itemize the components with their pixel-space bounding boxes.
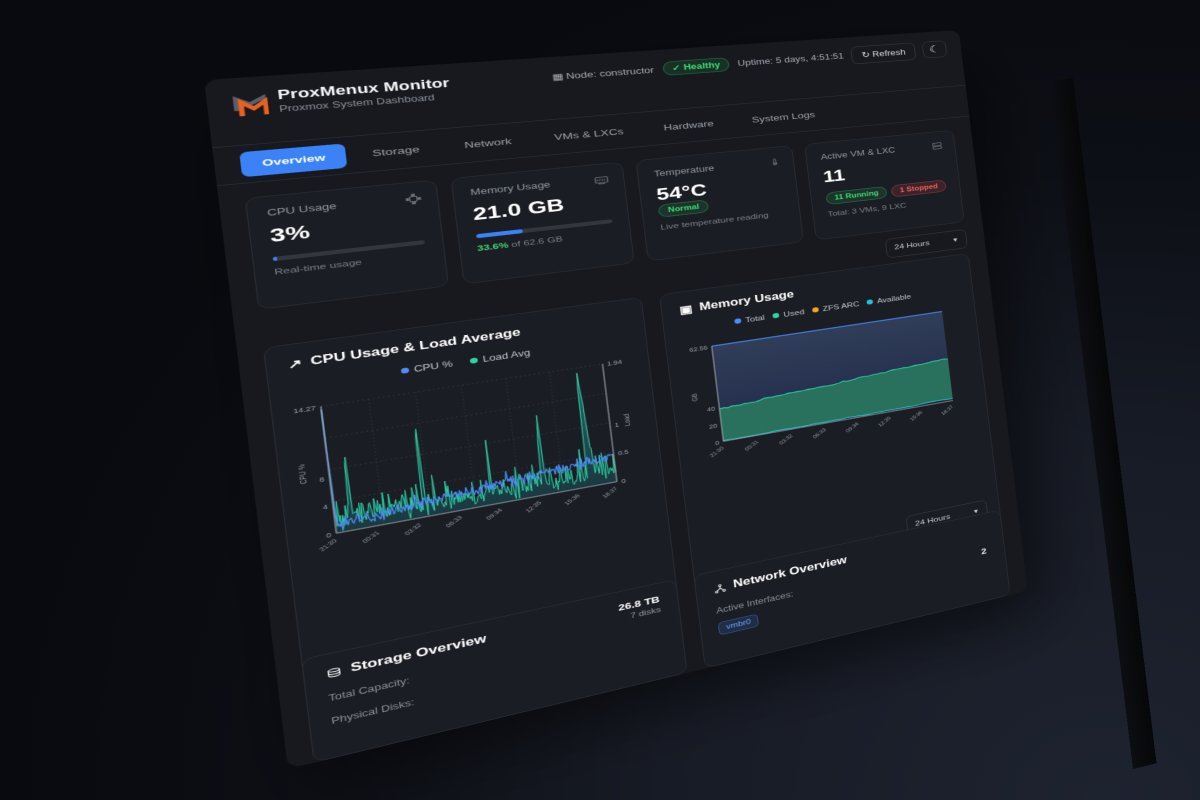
svg-text:0.5: 0.5 (618, 449, 630, 457)
svg-text:CPU %: CPU % (297, 463, 309, 484)
svg-text:4: 4 (322, 504, 328, 512)
svg-text:12:35: 12:35 (524, 500, 543, 514)
svg-text:8: 8 (319, 476, 325, 484)
svg-text:06:33: 06:33 (811, 427, 827, 440)
svg-text:1: 1 (614, 421, 619, 428)
svg-text:21:30: 21:30 (317, 538, 338, 553)
svg-text:Load: Load (622, 413, 632, 427)
svg-text:15:36: 15:36 (563, 493, 582, 507)
svg-text:1.94: 1.94 (607, 359, 623, 367)
svg-text:00:31: 00:31 (743, 439, 760, 452)
svg-text:09:34: 09:34 (484, 507, 504, 521)
svg-text:18:37: 18:37 (940, 404, 955, 416)
svg-text:12:35: 12:35 (877, 415, 893, 428)
svg-text:0: 0 (621, 478, 626, 485)
svg-text:40: 40 (707, 406, 716, 413)
svg-text:09:34: 09:34 (844, 421, 860, 434)
svg-text:18:37: 18:37 (601, 486, 619, 500)
svg-text:GB: GB (690, 393, 699, 403)
svg-text:21:30: 21:30 (708, 445, 725, 458)
svg-text:20: 20 (709, 423, 718, 430)
svg-text:62.56: 62.56 (689, 345, 708, 354)
svg-text:00:31: 00:31 (360, 530, 381, 545)
svg-text:03:32: 03:32 (403, 522, 423, 537)
svg-text:14.27: 14.27 (293, 405, 317, 415)
svg-text:15:36: 15:36 (908, 410, 923, 422)
svg-text:06:33: 06:33 (444, 514, 464, 528)
svg-text:03:32: 03:32 (777, 433, 794, 446)
